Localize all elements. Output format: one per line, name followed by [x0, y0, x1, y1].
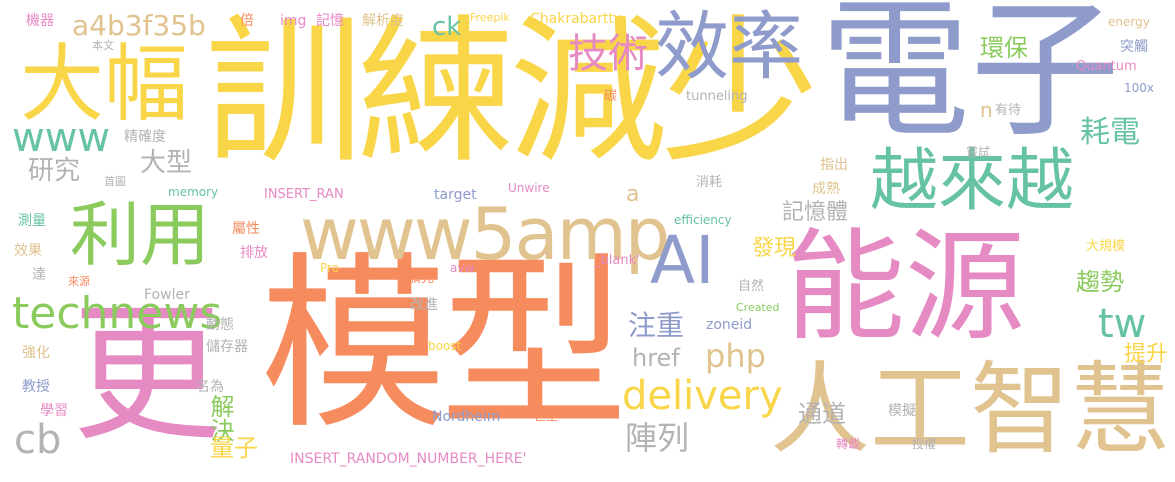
word-chakrabartty: Chakrabartty [530, 11, 623, 27]
word-efficiency-zh: 效率 [655, 4, 803, 90]
word-resolution: 解析度 [362, 13, 404, 29]
word-dynamic: 動態 [206, 317, 234, 333]
word-effect: 效果 [14, 243, 42, 259]
word-zoneid: zoneid [706, 317, 753, 333]
word-ai: AI [650, 222, 715, 299]
word-src: src [166, 423, 184, 437]
word-nordheim: Nordheim [432, 409, 501, 425]
word-www: www [12, 115, 111, 161]
word-energy-zh: 能源 [785, 218, 1025, 357]
word-quantum-en: Quantum [1076, 59, 1137, 74]
word-n: n [980, 98, 993, 122]
word-a4b3f35b: a4b3f35b [72, 9, 206, 42]
word-point-out: 指出 [820, 157, 848, 173]
word-measure: 測量 [18, 213, 46, 229]
word-carbon: 碳 [604, 89, 618, 104]
word-created: Created [736, 301, 780, 314]
word-reach: 達 [32, 267, 46, 283]
word-more-and-more: 越來越 [870, 142, 1075, 221]
word-array: 陣列 [625, 419, 690, 457]
word-source: 來源 [68, 275, 90, 288]
word-img: img [280, 13, 307, 29]
word-try: 嘗試 [966, 145, 991, 159]
word-boost: boost [428, 339, 462, 353]
word-model: 模型 [260, 236, 628, 455]
word-utilize: 利用 [70, 194, 210, 276]
word-blank: _blank' [594, 253, 640, 268]
word-large-scale: 大規模 [1086, 239, 1126, 254]
word-target: target [434, 187, 477, 203]
word-article: 本文 [92, 39, 114, 52]
word-avw: avw [450, 261, 475, 275]
word-unwire: Unwire [508, 181, 550, 195]
word-electron: 電子 [820, 0, 1121, 158]
word-php: php [705, 337, 766, 375]
word-memory-zh: 記憶體 [782, 200, 849, 225]
word-quantum-zh: 量子 [210, 434, 258, 462]
word-ai-wisdom: 人工智慧 [770, 351, 1170, 468]
word-learning: 學習 [40, 403, 68, 419]
word-giant: 巨型 [534, 409, 559, 423]
word-delivery: delivery [622, 373, 783, 419]
word-professor: 教授 [22, 379, 50, 395]
word-discover: 發現 [752, 236, 797, 261]
word-strengthen: 強化 [22, 345, 50, 361]
word-power-consumption: 耗電 [1080, 115, 1140, 150]
word-emission: 排放 [240, 245, 268, 261]
word-more: 更 [72, 288, 223, 462]
word-synapse: 突觸 [1120, 39, 1148, 55]
word-channel: 通道 [798, 400, 846, 428]
word-technews: technews [12, 288, 223, 339]
word-efficiency-en: efficiency [674, 213, 732, 227]
word-research: 研究 [28, 156, 81, 186]
word-tw: tw [1098, 301, 1147, 347]
word-tunneling: tunneling [686, 89, 748, 104]
word-solve: 解決 [206, 394, 234, 442]
word-mature: 成熟 [812, 181, 840, 197]
word-energy-en: energy [1108, 15, 1150, 29]
word-a: a [626, 182, 640, 207]
word-improve: 提升 [1124, 342, 1169, 367]
word-large: 大型 [140, 148, 193, 178]
word-machine: 機器 [26, 13, 54, 29]
word-memory-zh-2: 記憶 [316, 13, 344, 29]
word-freepik: Freepik [470, 11, 510, 24]
word-technology: 技術 [568, 31, 648, 77]
word-times: 倍 [240, 13, 254, 29]
word-training-reduce: 訓練減少 [205, 1, 819, 185]
word-improvement: 改進 [410, 297, 438, 313]
word-precision: 精確度 [124, 129, 166, 145]
word-authorize: 授權 [912, 437, 937, 451]
word-simulate: 模擬 [888, 403, 916, 419]
word-consume: 消耗 [696, 175, 723, 190]
word-pending: 有待 [995, 103, 1022, 118]
word-eco: 環保 [980, 34, 1028, 62]
word-named: 名為 [196, 379, 224, 395]
word-property: 屬性 [232, 221, 260, 237]
word-trend: 趨勢 [1076, 268, 1124, 296]
word-repost: 轉載 [836, 437, 861, 451]
word-nature: 自然 [738, 279, 765, 294]
word-100x: 100x [1124, 81, 1155, 95]
word-expand: 擴充 [408, 271, 435, 286]
word-memory-en: memory [168, 185, 219, 199]
word-storage: 儲存器 [206, 339, 248, 355]
word-insert-random: INSERT_RANDOM_NUMBER_HERE' [290, 451, 527, 467]
word-href: href [632, 344, 680, 372]
word-significantly: 大幅 [20, 35, 189, 133]
word-fowler: Fowler [144, 287, 190, 303]
word-cb: cb [14, 417, 62, 463]
word-insert-ran: INSERT_RAN [264, 187, 344, 202]
word-cover-image: 首圖 [104, 175, 126, 188]
word-pro: Pro [320, 261, 340, 275]
word-www5amp: www5amp [300, 192, 670, 276]
word-ck: ck [432, 12, 462, 42]
word-focus: 注重 [628, 309, 685, 342]
